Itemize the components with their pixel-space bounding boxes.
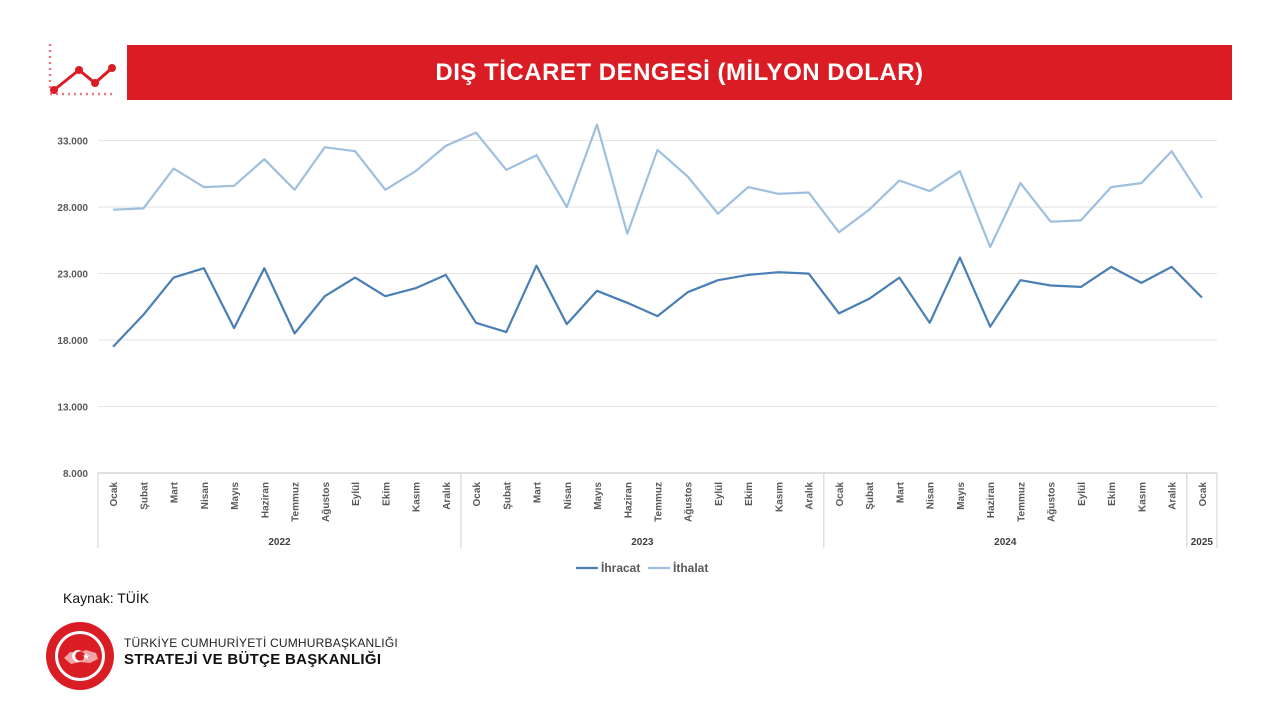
chart-title: DIŞ TİCARET DENGESİ (MİLYON DOLAR) — [435, 59, 924, 86]
x-tick-label: Nisan — [926, 482, 937, 509]
series-lines — [112, 123, 1203, 348]
x-tick-label: Eylül — [351, 482, 362, 506]
x-tick-label: Eylül — [714, 482, 725, 506]
x-tick-label: Nisan — [200, 482, 211, 509]
year-label: 2023 — [631, 537, 654, 548]
x-tick-label: Haziran — [260, 482, 271, 518]
y-tick-label: 13.000 — [57, 403, 88, 414]
y-tick-label: 8.000 — [63, 469, 88, 480]
line-chart: 8.000 13.000 18.000 23.000 28.000 33.000 Ocak Ş… — [57, 123, 1218, 575]
legend-label: İhracat — [601, 560, 640, 575]
x-tick-label: Ağustos — [684, 482, 695, 522]
x-tick-label: Kasım — [774, 482, 785, 512]
x-tick-label: Şubat — [139, 481, 150, 509]
x-tick-label: Mayıs — [956, 482, 967, 510]
x-tick-label: Temmuz — [291, 482, 302, 522]
x-tick-label: Aralık — [1168, 482, 1179, 510]
title-banner: DIŞ TİCARET DENGESİ (MİLYON DOLAR) — [127, 45, 1232, 100]
x-tick-label: Temmuz — [1016, 482, 1027, 522]
x-tick-label: Mart — [170, 481, 181, 503]
x-tick-label: Ekim — [381, 482, 392, 506]
x-tick-label: Mart — [895, 481, 906, 503]
x-tick-label: Ocak — [109, 482, 120, 507]
x-tick-label: Ekim — [744, 482, 755, 506]
year-label: 2024 — [994, 537, 1017, 548]
grid-lines — [98, 140, 1217, 474]
source-note: Kaynak: TÜİK — [63, 590, 150, 606]
x-tick-label: Haziran — [623, 482, 634, 518]
legend: İhracat İthalat — [576, 560, 708, 575]
x-tick-label: Eylül — [1077, 482, 1088, 506]
x-tick-label: Ekim — [1107, 482, 1118, 506]
axis-labels: 8.000 13.000 18.000 23.000 28.000 33.000 Ocak Ş… — [57, 137, 1213, 548]
year-label: 2022 — [268, 537, 291, 548]
legend-label: İthalat — [673, 560, 708, 575]
x-tick-label: Aralık — [442, 482, 453, 510]
x-tick-label: Ocak — [1198, 482, 1209, 507]
x-tick-label: Ocak — [472, 482, 483, 507]
y-tick-label: 18.000 — [57, 336, 88, 347]
year-label: 2025 — [1191, 537, 1214, 548]
x-tick-label: Ağustos — [1047, 482, 1058, 522]
x-tick-label: Mayıs — [230, 482, 241, 510]
institution-seal-logo — [44, 620, 116, 692]
x-tick-label: Şubat — [502, 481, 513, 509]
x-tick-label: Mayıs — [593, 482, 604, 510]
x-tick-label: Kasım — [412, 482, 423, 512]
series-line-ithalat — [113, 123, 1203, 249]
y-tick-label: 33.000 — [57, 137, 88, 148]
x-tick-label: Ocak — [835, 482, 846, 507]
series-line-ihracat — [112, 256, 1203, 348]
y-tick-label: 23.000 — [57, 270, 88, 281]
axes — [97, 473, 1218, 548]
x-tick-label: Haziran — [986, 482, 997, 518]
x-tick-label: Kasım — [1137, 482, 1148, 512]
org-name-line2: STRATEJİ VE BÜTÇE BAŞKANLIĞI — [124, 651, 382, 668]
y-tick-label: 28.000 — [57, 203, 88, 214]
trend-chart-icon — [42, 40, 122, 102]
x-tick-label: Aralık — [805, 482, 816, 510]
org-name-line1: TÜRKİYE CUMHURİYETİ CUMHURBAŞKANLIĞI — [124, 636, 398, 650]
x-tick-label: Ağustos — [321, 482, 332, 522]
x-tick-label: Temmuz — [654, 482, 665, 522]
x-tick-label: Şubat — [865, 481, 876, 509]
x-tick-label: Nisan — [563, 482, 574, 509]
x-tick-label: Mart — [533, 481, 544, 503]
